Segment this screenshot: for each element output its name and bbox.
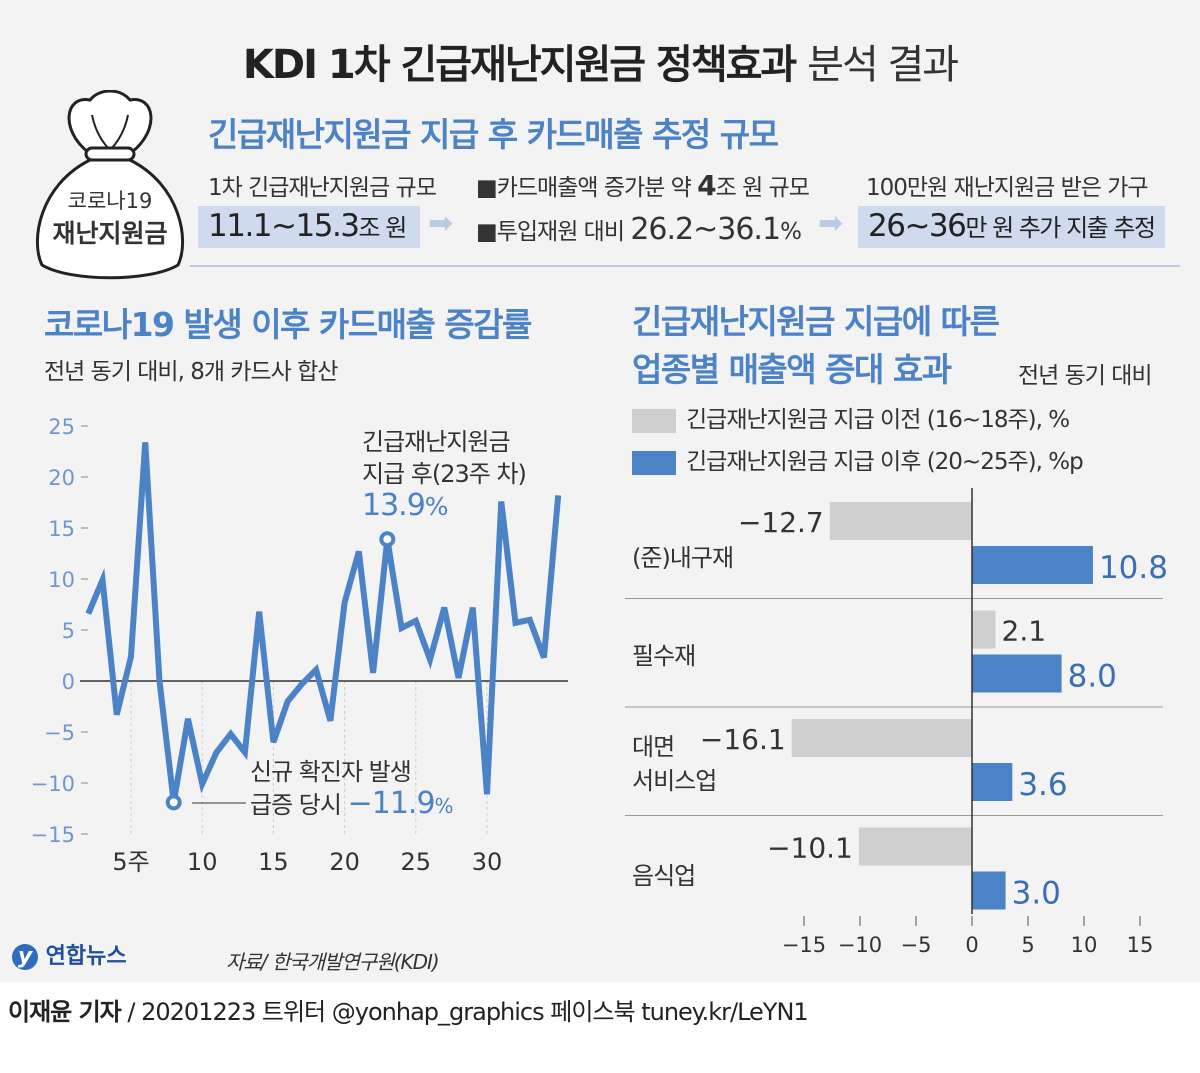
title-light: 분석 결과 — [807, 42, 959, 88]
y-tick-label: −10 — [31, 772, 75, 796]
scale-value-box: 11.1~15.3조 원 — [198, 206, 420, 248]
footer-credit: 이재윤 기자 / 20201223 트위터 @yonhap_graphics 페… — [8, 998, 809, 1026]
category-label: 대면 서비스업 — [632, 733, 717, 795]
x-tick-label: 30 — [472, 848, 503, 876]
x-tick-label: 5 — [1021, 933, 1034, 957]
line-chart: 25 20 15 10 5 0 −5 −10 −15 5주 10 15 20 25 30 — [31, 415, 568, 876]
x-tick-label: 5주 — [112, 848, 149, 876]
line-chart-subtitle: 전년 동기 대비, 8개 카드사 합산 — [44, 359, 338, 385]
bullet-ratio: ■투입재원 대비 26.2~36.1% — [476, 212, 802, 247]
household-value-box: 26~36만 원 추가 지출 추정 — [858, 206, 1165, 248]
y-tick-label: −5 — [44, 721, 75, 745]
legend-before: 긴급재난지원금 지급 이전 (16~18주), % — [632, 400, 1070, 434]
x-tick-label: −10 — [838, 933, 882, 957]
bar — [972, 763, 1013, 801]
bar — [791, 719, 972, 757]
y-tick-label: 10 — [48, 568, 75, 592]
bar-chart: −12.7 10.8 2.1 8.0 −16.1 3.6 −10.1 3.0 −15 −10 −5 0… — [625, 488, 1168, 957]
x-tick-label: −5 — [901, 933, 932, 957]
x-tick-label: 15 — [258, 848, 289, 876]
bar — [972, 871, 1006, 910]
source: 자료/ 한국개발연구원(KDI) — [226, 950, 440, 974]
annotation-after: 긴급재난지원금 지급 후(23주 차) 13.9% — [362, 428, 527, 523]
badge-line2: 재난지원금 — [52, 219, 167, 248]
bar-value-label: 8.0 — [1068, 659, 1117, 695]
bar-value-label: −12.7 — [738, 506, 824, 539]
badge-line1: 코로나19 — [68, 189, 153, 213]
scale-value: 11.1~15.3 — [208, 208, 360, 244]
legend-after: 긴급재난지원금 지급 이후 (20~25주), %p — [632, 442, 1084, 476]
y-tick-label: −15 — [31, 823, 75, 847]
bar — [972, 654, 1062, 693]
y-tick-label: 5 — [62, 619, 75, 643]
x-tick-label: 20 — [329, 848, 360, 876]
summary-heading: 긴급재난지원금 지급 후 카드매출 추정 규모 — [208, 115, 779, 154]
scale-label: 1차 긴급재난지원금 규모 — [208, 175, 437, 201]
divider — [190, 265, 1180, 267]
category-label: 필수재 — [632, 642, 696, 670]
bar-value-label: −16.1 — [700, 723, 786, 756]
x-tick-label: −15 — [782, 933, 826, 957]
bar-chart-note: 전년 동기 대비 — [1018, 363, 1153, 389]
y-tick-label: 0 — [62, 670, 75, 694]
title-bold: KDI 1차 긴급재난지원금 정책효과 — [242, 42, 797, 88]
bar — [972, 610, 996, 649]
line-series — [85, 442, 562, 803]
page-title: KDI 1차 긴급재난지원금 정책효과 분석 결과 — [0, 32, 1200, 90]
bullet-card-sales: ■카드매출액 증가분 약 4조 원 규모 — [476, 169, 810, 202]
x-tick-label: 10 — [1071, 933, 1098, 957]
infographic-panel — [0, 0, 1200, 982]
yonhap-logo: y 연합뉴스 — [12, 938, 127, 970]
bar-value-label: 3.0 — [1012, 876, 1061, 912]
x-tick-label: 25 — [401, 848, 432, 876]
y-tick-label: 15 — [48, 517, 75, 541]
bar — [858, 827, 972, 866]
bar-chart-title: 긴급재난지원금 지급에 따른 업종별 매출액 증대 효과 — [632, 302, 1000, 389]
category-label: (준)내구재 — [632, 544, 734, 572]
money-bag-icon: 코로나19 재난지원금 — [35, 90, 185, 280]
bar — [972, 546, 1093, 584]
scale-unit: 조 원 — [358, 214, 408, 242]
x-tick-label: 15 — [1127, 933, 1154, 957]
bar-value-label: −10.1 — [767, 832, 853, 865]
bar-value-label: 2.1 — [1002, 615, 1047, 648]
x-tick-label: 0 — [965, 933, 978, 957]
arrow-icon: ➡ — [818, 206, 844, 241]
line-chart-title: 코로나19 발생 이후 카드매출 증감률 — [44, 305, 532, 344]
x-tick-label: 10 — [187, 848, 218, 876]
y-tick-label: 25 — [48, 415, 75, 439]
household-label: 100만원 재난지원금 받은 가구 — [866, 175, 1149, 201]
annotation-surge: 신규 확진자 발생 급증 당시 −11.9% — [250, 758, 454, 821]
highlight-point-8 — [165, 794, 182, 811]
bar — [829, 502, 972, 540]
arrow-icon: ➡ — [428, 206, 454, 241]
y-tick-label: 20 — [48, 466, 75, 490]
bar-value-label: 10.8 — [1099, 550, 1168, 586]
category-label: 음식업 — [632, 862, 696, 890]
bar-value-label: 3.6 — [1018, 767, 1067, 803]
highlight-point-23 — [379, 531, 396, 548]
